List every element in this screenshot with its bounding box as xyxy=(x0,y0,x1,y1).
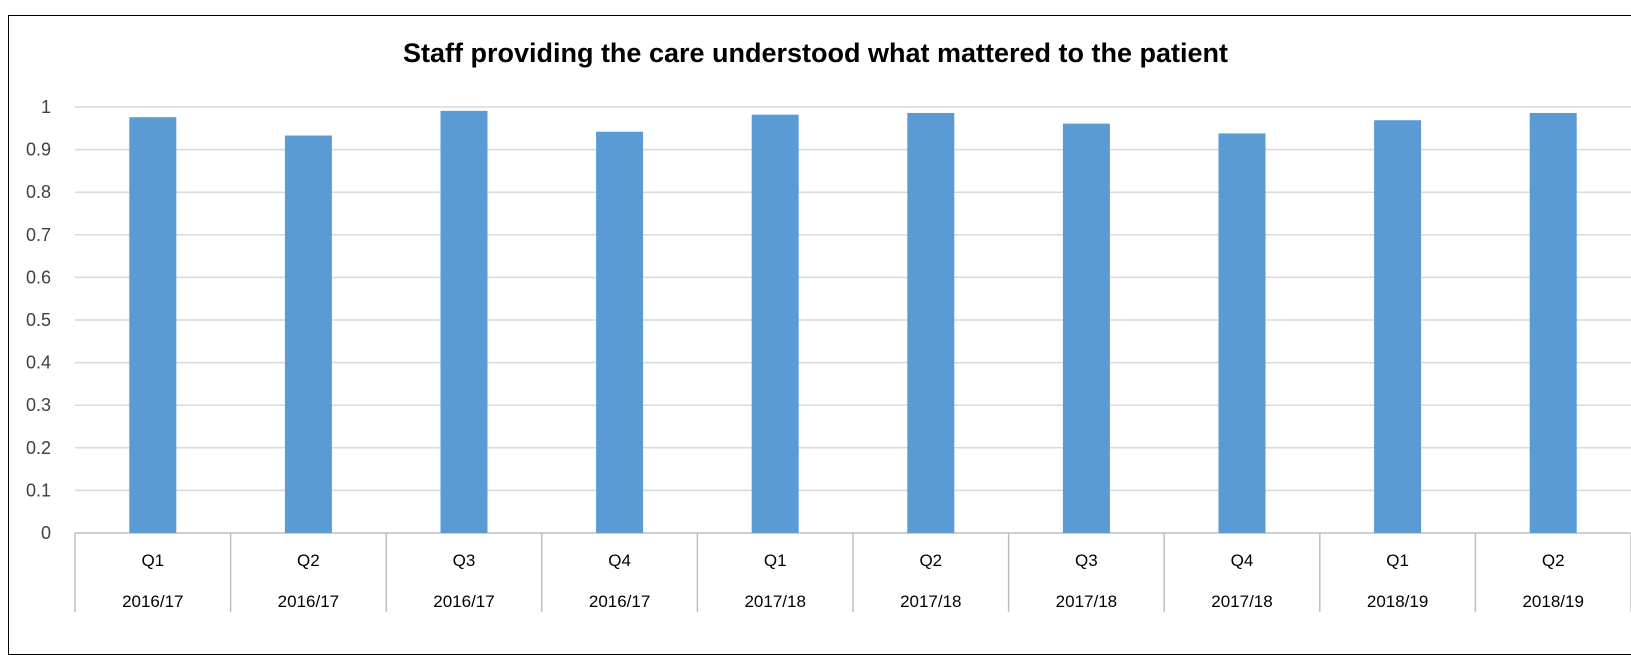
x-tick-label-quarter: Q2 xyxy=(297,551,320,570)
x-tick-label-quarter: Q1 xyxy=(141,551,164,570)
bar xyxy=(751,114,799,533)
y-tick-label: 1 xyxy=(41,97,51,117)
y-tick-label: 0.7 xyxy=(26,225,51,245)
y-tick-label: 0 xyxy=(41,523,51,543)
x-tick-label-quarter: Q4 xyxy=(1231,551,1254,570)
bar xyxy=(129,117,177,533)
x-tick-label-year: 2016/17 xyxy=(589,592,650,611)
y-tick-label: 0.4 xyxy=(26,353,51,373)
bar xyxy=(1374,120,1422,534)
y-tick-label: 0.2 xyxy=(26,438,51,458)
x-tick-label-year: 2017/18 xyxy=(900,592,961,611)
x-tick-label-quarter: Q1 xyxy=(1386,551,1409,570)
y-tick-label: 0.5 xyxy=(26,310,51,330)
x-tick-label-quarter: Q3 xyxy=(453,551,476,570)
bar xyxy=(596,131,644,533)
bar xyxy=(284,135,332,534)
x-tick-label-year: 2016/17 xyxy=(122,592,183,611)
x-tick-label-year: 2016/17 xyxy=(278,592,339,611)
y-tick-label: 0.6 xyxy=(26,267,51,287)
x-tick-label-quarter: Q2 xyxy=(1542,551,1565,570)
x-tick-label-quarter: Q3 xyxy=(1075,551,1098,570)
y-tick-label: 0.9 xyxy=(26,140,51,160)
bar xyxy=(907,112,955,534)
chart-frame xyxy=(8,15,1631,655)
y-tick-label: 0.8 xyxy=(26,182,51,202)
bar xyxy=(1529,112,1577,534)
y-tick-label: 0.1 xyxy=(26,480,51,500)
bar xyxy=(440,110,488,534)
x-tick-label-quarter: Q4 xyxy=(608,551,631,570)
x-tick-label-year: 2018/19 xyxy=(1522,592,1583,611)
x-tick-label-year: 2018/19 xyxy=(1367,592,1428,611)
x-tick-label-year: 2016/17 xyxy=(433,592,494,611)
x-tick-label-year: 2017/18 xyxy=(1056,592,1117,611)
x-tick-label-quarter: Q2 xyxy=(919,551,942,570)
x-tick-label-quarter: Q1 xyxy=(764,551,787,570)
x-tick-label-year: 2017/18 xyxy=(1211,592,1272,611)
y-tick-label: 0.3 xyxy=(26,395,51,415)
bar xyxy=(1062,123,1110,533)
bar xyxy=(1218,133,1266,534)
x-tick-label-year: 2017/18 xyxy=(744,592,805,611)
chart-title: Staff providing the care understood what… xyxy=(402,38,1229,68)
